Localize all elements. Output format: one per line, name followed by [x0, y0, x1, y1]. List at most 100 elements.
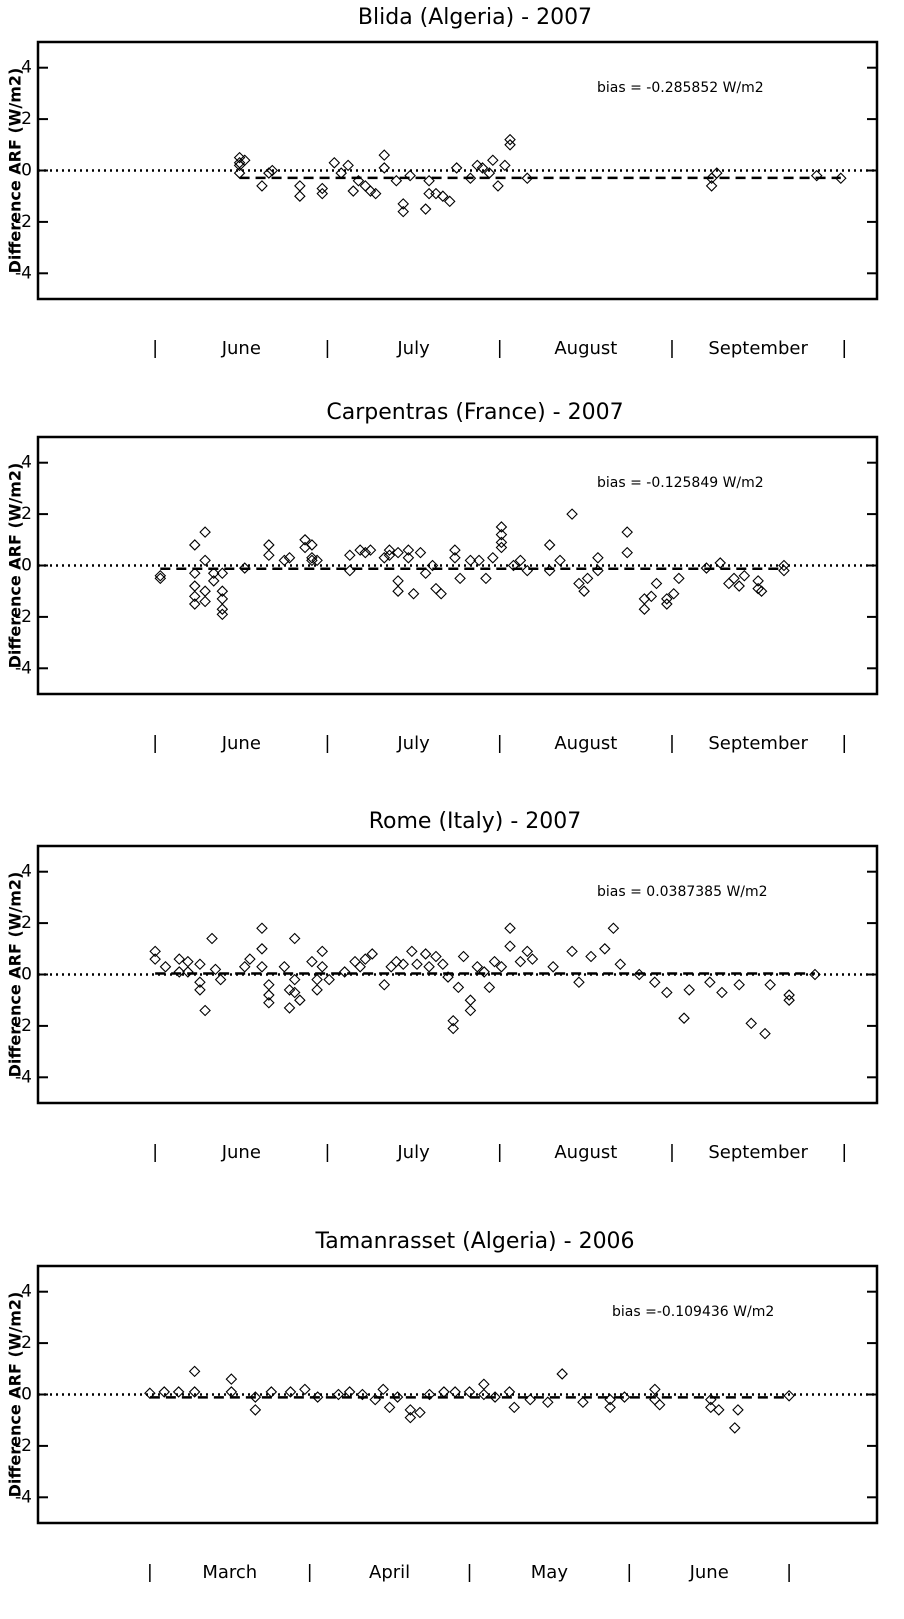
data-point [188, 580, 201, 592]
data-point [435, 587, 447, 600]
data-point [194, 976, 206, 988]
data-point [577, 1396, 589, 1408]
data-point [514, 955, 527, 968]
data-point [404, 169, 416, 182]
data-point [149, 953, 161, 965]
data-point [543, 539, 556, 551]
y-tick-label: 2 [21, 913, 32, 933]
data-point [667, 587, 680, 600]
data-point [618, 1391, 631, 1403]
data-point [256, 180, 268, 192]
data-point [449, 552, 461, 564]
data-point [356, 1388, 369, 1401]
data-point [209, 963, 222, 976]
data-point [683, 984, 695, 996]
data-point [705, 1393, 717, 1406]
data-point [407, 587, 420, 600]
data-point [700, 562, 713, 574]
data-point [263, 979, 275, 991]
data-point [728, 572, 740, 585]
data-point [194, 984, 206, 996]
data-point [397, 205, 410, 218]
data-point [338, 966, 351, 978]
data-point [778, 559, 790, 572]
data-point [423, 961, 435, 973]
y-tick-label: 4 [21, 1282, 32, 1302]
data-point [182, 955, 194, 968]
data-point [249, 1391, 262, 1403]
x-tick-label: March [202, 1562, 257, 1583]
data-point [526, 953, 539, 965]
data-point [364, 185, 377, 197]
data-point [343, 1386, 356, 1398]
data-point [206, 932, 218, 945]
data-point [249, 1404, 262, 1416]
data-point [471, 159, 484, 172]
data-point [621, 526, 633, 538]
data-point [266, 164, 279, 177]
data-point [378, 149, 391, 161]
y-tick-label: -4 [15, 1487, 32, 1507]
data-point [507, 559, 520, 572]
data-point [328, 157, 341, 169]
x-tick-label: June [689, 1562, 729, 1583]
data-point [316, 187, 329, 200]
data-point [288, 932, 301, 945]
data-point [554, 554, 566, 567]
data-point [256, 961, 268, 973]
data-point [207, 575, 220, 587]
data-point [723, 577, 735, 590]
data-point [216, 567, 229, 579]
data-point [430, 950, 442, 963]
data-point [306, 554, 318, 567]
data-point [488, 955, 501, 968]
data-point [521, 172, 534, 184]
data-point [199, 585, 211, 597]
data-point [478, 966, 490, 978]
data-point [173, 966, 186, 978]
y-tick-label: -2 [15, 212, 32, 232]
y-tick-label: -2 [15, 607, 32, 627]
data-point [661, 986, 673, 999]
data-point [464, 994, 477, 1006]
data-point [306, 955, 318, 968]
data-point [342, 159, 354, 172]
data-point [438, 1386, 450, 1398]
data-point [495, 541, 508, 554]
data-point [383, 1401, 396, 1414]
data-point [592, 564, 604, 577]
data-point [573, 577, 585, 590]
data-point [633, 968, 646, 981]
data-point [188, 590, 201, 603]
data-point [778, 564, 790, 577]
data-point [354, 544, 366, 556]
data-point [621, 546, 633, 559]
data-point [745, 1017, 758, 1030]
data-point [216, 608, 229, 621]
x-tick-label: April [369, 1562, 410, 1583]
bias-annotation: bias = -0.285852 W/m2 [597, 80, 764, 96]
x-tick-label: June [221, 1142, 261, 1163]
data-point [359, 546, 372, 559]
data-point [478, 1388, 490, 1401]
y-tick-label: -4 [15, 263, 32, 283]
data-point [430, 582, 442, 595]
data-point [704, 976, 716, 988]
data-point [397, 198, 410, 210]
data-point [430, 187, 442, 200]
data-point [489, 1391, 501, 1403]
data-point [311, 554, 323, 567]
data-point [233, 151, 246, 164]
data-point [514, 554, 527, 567]
data-point [188, 567, 201, 579]
data-point [199, 554, 211, 567]
data-point [369, 187, 382, 200]
data-point [214, 973, 227, 986]
data-point [585, 950, 597, 963]
data-point [311, 1391, 324, 1403]
data-point [419, 567, 432, 579]
data-point [483, 981, 496, 994]
x-tick-label: May [531, 1562, 569, 1583]
data-point [378, 162, 391, 174]
data-point [495, 961, 508, 973]
